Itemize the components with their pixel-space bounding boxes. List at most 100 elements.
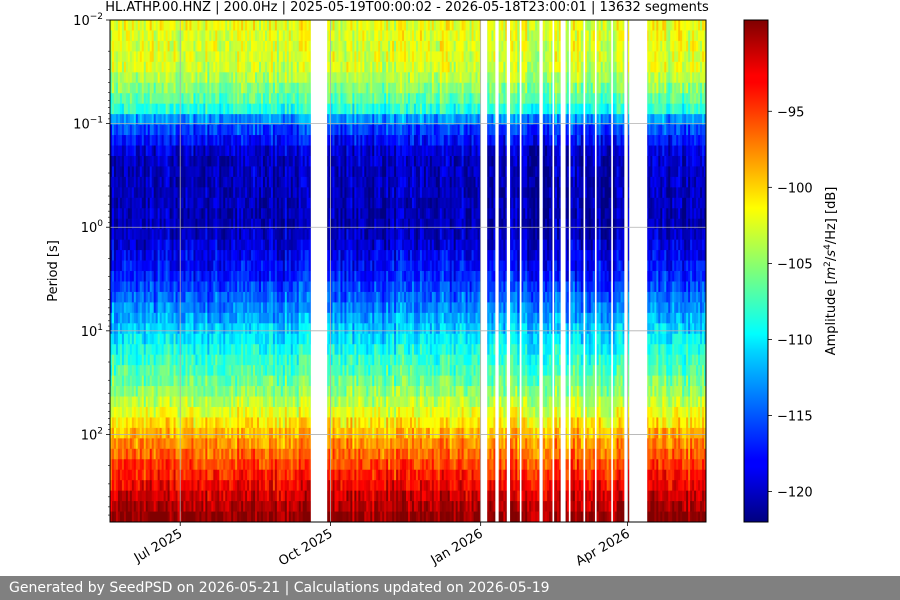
heatmap-cell [137, 176, 141, 188]
heatmap-cell [221, 291, 224, 303]
heatmap-cell [135, 229, 139, 241]
heatmap-cell [110, 427, 113, 439]
heatmap-cell [111, 480, 115, 492]
heatmap-cell [201, 176, 204, 188]
heatmap-cell [119, 302, 123, 314]
heatmap-cell [225, 40, 228, 52]
heatmap-cell [163, 344, 167, 356]
heatmap-cell [183, 155, 186, 167]
heatmap-cell [189, 281, 192, 293]
heatmap-cell [189, 208, 192, 220]
heatmap-cell [145, 354, 149, 366]
heatmap-cell [153, 93, 157, 105]
heatmap-cell [113, 406, 117, 418]
heatmap-cell [149, 459, 153, 471]
heatmap-cell [175, 490, 178, 502]
heatmap-cell [165, 480, 169, 492]
heatmap-cell [167, 459, 170, 471]
heatmap-cell [165, 291, 169, 303]
heatmap-cell [183, 406, 186, 418]
heatmap-cell [239, 396, 242, 408]
heatmap-cell [191, 250, 194, 261]
heatmap-cell [239, 229, 242, 241]
heatmap-cell [181, 51, 184, 63]
heatmap-cell [141, 218, 145, 230]
heatmap-cell [125, 197, 129, 209]
heatmap-cell [131, 490, 135, 502]
heatmap-cell [129, 333, 133, 345]
heatmap-cell [149, 406, 153, 418]
heatmap-cell [119, 30, 123, 42]
heatmap-cell [179, 72, 182, 84]
heatmap-cell [133, 239, 137, 251]
heatmap-cell [155, 417, 159, 429]
heatmap-cell [199, 354, 202, 366]
heatmap-cell [229, 124, 232, 136]
heatmap-cell [139, 250, 143, 261]
heatmap-cell [239, 166, 242, 178]
heatmap-cell [235, 218, 238, 230]
heatmap-cell [201, 459, 204, 471]
heatmap-cell [175, 501, 178, 512]
heatmap-cell [139, 459, 143, 471]
heatmap-cell [241, 40, 244, 52]
heatmap-cell [229, 323, 232, 335]
heatmap-cell [181, 124, 184, 136]
heatmap-cell [133, 20, 137, 31]
heatmap-cell [189, 291, 192, 303]
heatmap-cell [155, 20, 159, 31]
heatmap-cell [223, 72, 226, 84]
heatmap-cell [197, 302, 200, 314]
heatmap-cell [165, 51, 169, 63]
heatmap-cell [129, 396, 133, 408]
heatmap-cell [147, 427, 151, 439]
heatmap-cell [157, 312, 161, 324]
heatmap-cell [149, 438, 153, 450]
heatmap-cell [121, 20, 125, 31]
heatmap-cell [181, 187, 184, 199]
heatmap-cell [127, 480, 131, 492]
heatmap-cell [143, 61, 147, 73]
heatmap-cell [223, 417, 226, 429]
heatmap-cell [167, 187, 170, 199]
heatmap-cell [161, 386, 165, 397]
heatmap-cell [219, 291, 222, 303]
heatmap-cell [213, 30, 216, 42]
heatmap-cell [239, 281, 242, 293]
heatmap-cell [143, 145, 147, 157]
heatmap-cell [187, 291, 190, 303]
heatmap-cell [147, 124, 151, 136]
heatmap-cell [223, 135, 226, 146]
heatmap-cell [161, 166, 165, 178]
heatmap-cell [225, 20, 228, 31]
heatmap-cell [167, 61, 170, 73]
heatmap-cell [187, 459, 190, 471]
heatmap-cell [189, 406, 192, 418]
heatmap-cell [143, 406, 147, 418]
heatmap-cell [179, 124, 182, 136]
heatmap-cell [187, 271, 190, 282]
heatmap-cell [185, 302, 188, 314]
heatmap-cell [149, 40, 153, 52]
heatmap-cell [179, 218, 182, 230]
heatmap-cell [163, 40, 167, 52]
heatmap-cell [135, 490, 139, 502]
heatmap-cell [171, 176, 174, 188]
heatmap-cell [205, 61, 208, 73]
heatmap-cell [145, 218, 149, 230]
heatmap-cell [171, 72, 174, 84]
heatmap-cell [147, 135, 151, 146]
heatmap-cell [167, 155, 170, 167]
heatmap-cell [111, 438, 115, 450]
heatmap-cell [175, 135, 178, 146]
heatmap-cell [201, 40, 204, 52]
heatmap-cell [217, 469, 220, 481]
heatmap-cell [149, 312, 153, 324]
heatmap-cell [141, 103, 145, 115]
heatmap-cell [193, 208, 196, 220]
heatmap-cell [133, 281, 137, 293]
heatmap-cells [110, 20, 707, 523]
heatmap-cell [171, 427, 174, 439]
heatmap-cell [195, 114, 198, 125]
heatmap-cell [153, 114, 157, 125]
